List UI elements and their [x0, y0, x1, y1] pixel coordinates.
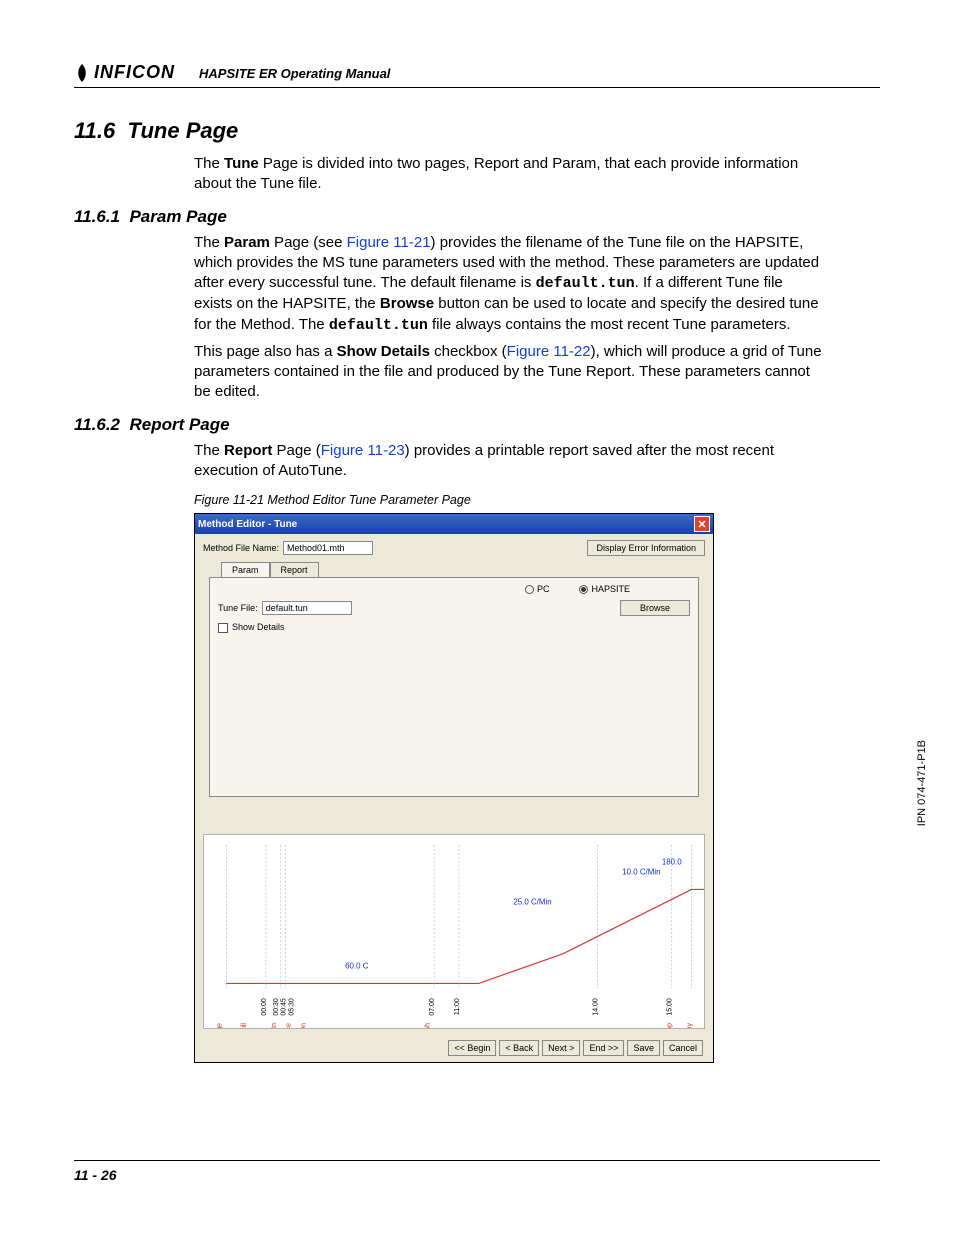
svg-text:14:00: 14:00 — [593, 998, 600, 1015]
tab-param[interactable]: Param — [221, 562, 270, 577]
svg-text:25.0 C/Min: 25.0 C/Min — [513, 897, 551, 906]
window-body: Method File Name: Method01.mth Display E… — [195, 534, 713, 1062]
svg-text:10.0 C/Min: 10.0 C/Min — [622, 868, 660, 877]
svg-text:LinePurge: LinePurge — [216, 1023, 223, 1028]
section-1-body: The Tune Page is divided into two pages,… — [194, 154, 824, 195]
display-error-button[interactable]: Display Error Information — [587, 540, 705, 556]
svg-text:Standby: Standby — [687, 1023, 694, 1028]
page-number: 11 - 26 — [74, 1167, 117, 1183]
svg-text:05:30: 05:30 — [289, 998, 296, 1015]
cancel-button[interactable]: Cancel — [663, 1040, 703, 1056]
brand-logo: INFICON — [74, 62, 175, 83]
radio-hapsite[interactable]: HAPSITE — [579, 584, 630, 594]
svg-text:15:00: 15:00 — [667, 998, 674, 1015]
param-panel: PC HAPSITE Tune File: default.tun Browse… — [209, 577, 699, 797]
figure-link[interactable]: Figure 11-21 — [347, 234, 431, 251]
temperature-chart: 10.0 C/Min180.0 25.0 C/Min 60.0 C 00:00 00:3… — [203, 834, 705, 1029]
screenshot-method-editor: Method Editor - Tune ✕ Method File Name:… — [194, 513, 714, 1063]
ipn-label: IPN 074-471-P1B — [916, 740, 928, 826]
svg-text:Introduce: Introduce — [286, 1023, 293, 1028]
svg-text:ConcFill: ConcFill — [241, 1023, 248, 1028]
end-button[interactable]: End >> — [583, 1040, 624, 1056]
section-heading-1: 11.6 Tune Page — [74, 118, 880, 144]
svg-text:11:00: 11:00 — [454, 998, 461, 1015]
svg-text:00:45: 00:45 — [281, 998, 288, 1015]
wizard-buttons: << Begin < Back Next > End >> Save Cance… — [448, 1040, 703, 1056]
browse-button[interactable]: Browse — [620, 600, 690, 616]
svg-text:00:30: 00:30 — [273, 998, 280, 1015]
svg-text:PreBakeIn: PreBakeIn — [271, 1023, 278, 1028]
section-heading-2: 11.6.1 Param Page — [74, 207, 880, 227]
tune-file-label: Tune File: — [218, 603, 258, 613]
section-title: Report Page — [129, 415, 229, 434]
save-button[interactable]: Save — [627, 1040, 660, 1056]
section-title: Tune Page — [127, 118, 238, 143]
section-number: 11.6.1 — [74, 207, 120, 226]
brand-icon — [74, 63, 90, 83]
tune-file-field[interactable]: default.tun — [262, 601, 352, 615]
section-heading-3: 11.6.2 Report Page — [74, 415, 880, 435]
section-number: 11.6.2 — [74, 415, 120, 434]
section-title: Param Page — [129, 207, 226, 226]
radio-pc[interactable]: PC — [525, 584, 550, 594]
file-name-field[interactable]: Method01.mth — [283, 541, 373, 555]
figure-link[interactable]: Figure 11-23 — [321, 442, 405, 459]
page-footer: 11 - 26 — [74, 1160, 880, 1185]
svg-text:Scan Stop: Scan Stop — [667, 1023, 674, 1028]
svg-text:Filament On: Filament On — [301, 1023, 308, 1028]
file-name-label: Method File Name: — [203, 543, 279, 553]
page-header: INFICON HAPSITE ER Operating Manual — [74, 50, 880, 88]
brand-text: INFICON — [94, 62, 175, 83]
back-button[interactable]: < Back — [499, 1040, 539, 1056]
svg-text:07:00: 07:00 — [429, 998, 436, 1015]
tab-report[interactable]: Report — [270, 562, 319, 577]
chart-svg: 10.0 C/Min180.0 25.0 C/Min 60.0 C 00:00 00:3… — [204, 835, 704, 1028]
section-3-body: The Report Page (Figure 11-23) provides … — [194, 441, 824, 482]
close-icon[interactable]: ✕ — [694, 516, 710, 532]
window-title: Method Editor - Tune — [198, 519, 297, 530]
section-2-body: The Param Page (see Figure 11-21) provid… — [194, 233, 824, 403]
svg-text:00:00: 00:00 — [261, 998, 268, 1015]
figure-caption: Figure 11-21 Method Editor Tune Paramete… — [194, 493, 880, 507]
window-titlebar: Method Editor - Tune ✕ — [195, 514, 713, 534]
tabs: Param Report — [221, 562, 705, 577]
document-title: HAPSITE ER Operating Manual — [199, 66, 390, 81]
section-number: 11.6 — [74, 118, 115, 143]
svg-text:60.0 C: 60.0 C — [345, 962, 369, 971]
begin-button[interactable]: << Begin — [448, 1040, 496, 1056]
svg-text:Backflush: Backflush — [424, 1023, 431, 1028]
show-details-checkbox[interactable]: Show Details — [218, 622, 285, 633]
next-button[interactable]: Next > — [542, 1040, 580, 1056]
figure-link[interactable]: Figure 11-22 — [507, 343, 591, 360]
svg-text:180.0: 180.0 — [662, 858, 682, 867]
